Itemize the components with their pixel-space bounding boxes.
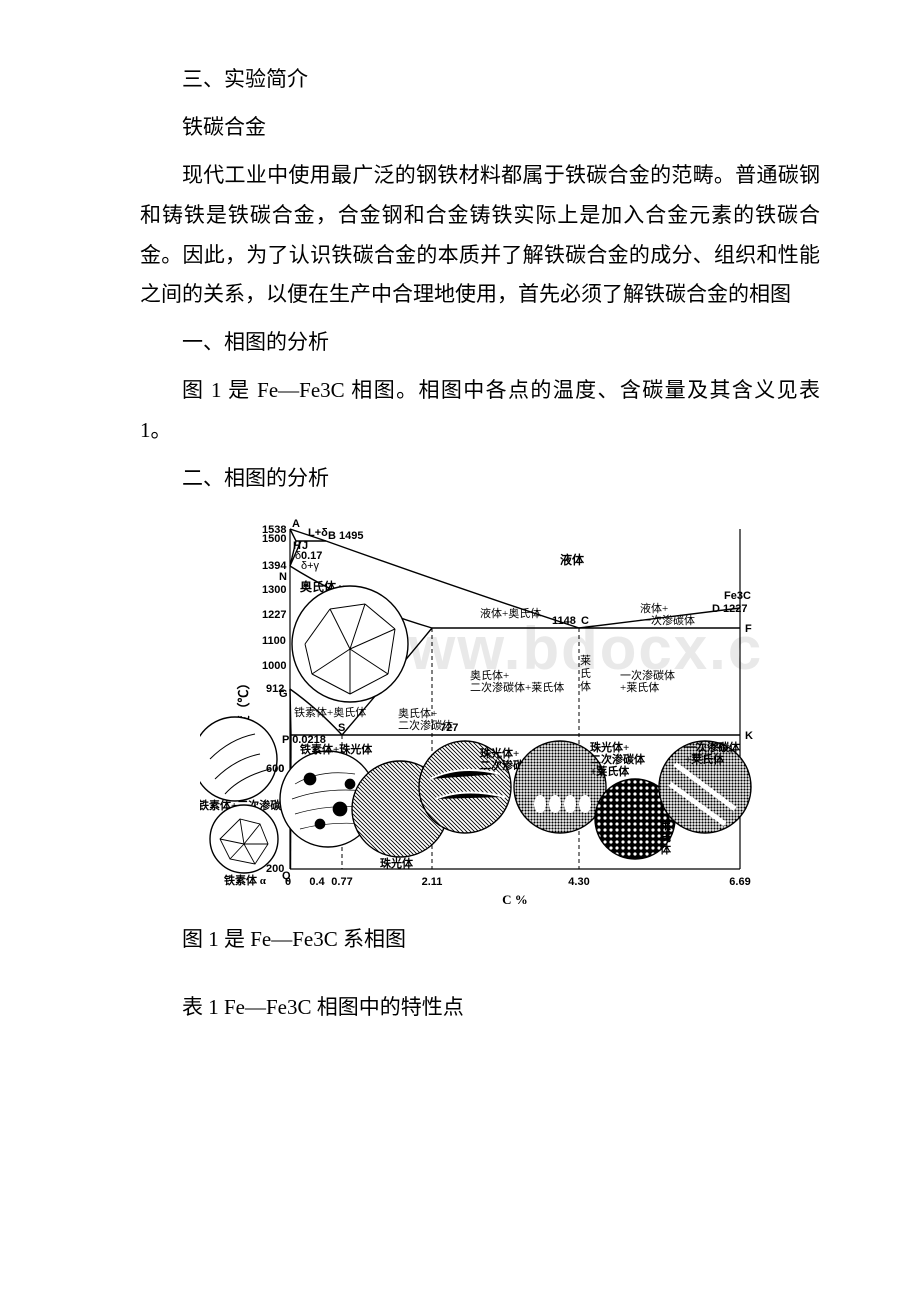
svg-text:体: 体: [580, 679, 591, 693]
svg-text:S: S: [338, 722, 345, 734]
heading-analysis-2: 二、相图的分析: [140, 459, 820, 499]
svg-text:液体+: 液体+: [640, 601, 668, 615]
svg-text:珠光体+: 珠光体+: [480, 746, 519, 760]
svg-text:体: 体: [660, 842, 672, 856]
svg-text:液体: 液体: [560, 552, 585, 567]
svg-text:1227: 1227: [262, 609, 286, 621]
svg-text:G: G: [279, 688, 288, 700]
svg-text:Q: Q: [282, 870, 291, 882]
body-fig-ref: 图 1 是 Fe—Fe3C 相图。相图中各点的温度、含碳量及其含义见表 1。: [140, 371, 820, 451]
svg-text:B 1495: B 1495: [328, 530, 363, 542]
svg-text:2.11: 2.11: [422, 876, 443, 888]
svg-text:+莱氏体: +莱氏体: [590, 764, 630, 778]
body-intro: 现代工业中使用最广泛的钢铁材料都属于铁碳合金的范畴。普通碳钢和铸铁是铁碳合金，合…: [140, 156, 820, 316]
svg-text:+莱氏体: +莱氏体: [620, 680, 659, 694]
svg-text:铁素体 α: 铁素体 α: [224, 873, 267, 887]
svg-text:铁素体+奥氏体: 铁素体+奥氏体: [294, 705, 366, 719]
svg-text:K: K: [745, 730, 753, 742]
svg-text:1500: 1500: [262, 533, 286, 545]
svg-text:奥氏体+: 奥氏体+: [470, 668, 509, 682]
svg-text:氏: 氏: [660, 830, 671, 844]
svg-text:铁素体+珠光体: 铁素体+珠光体: [300, 742, 373, 756]
heading-section-3: 三、实验简介: [140, 60, 820, 100]
svg-text:C: C: [581, 615, 589, 627]
svg-text:D 1227: D 1227: [712, 603, 747, 615]
svg-text:奥氏体+: 奥氏体+: [398, 706, 437, 720]
svg-text:4.30: 4.30: [568, 876, 589, 888]
svg-text:F: F: [745, 623, 752, 635]
svg-text:Fe3C: Fe3C: [724, 590, 751, 602]
svg-text:1100: 1100: [262, 635, 286, 647]
svg-text:一次渗碳体: 一次渗碳体: [640, 613, 695, 627]
svg-text:珠光体: 珠光体: [380, 856, 414, 870]
svg-text:0.77: 0.77: [331, 876, 352, 888]
svg-text:莱: 莱: [660, 818, 671, 832]
svg-text:氏: 氏: [580, 667, 591, 680]
x-axis-ticks: 0 0.4 0.77 2.11 4.30 6.69: [285, 876, 751, 888]
table-caption: 表 1 Fe—Fe3C 相图中的特性点: [140, 988, 820, 1028]
svg-text:A: A: [292, 518, 300, 530]
svg-text:珠光体+: 珠光体+: [590, 740, 629, 754]
svg-text:1148: 1148: [552, 615, 576, 627]
svg-text:1000: 1000: [262, 660, 286, 672]
phase-diagram-figure: www.bdocx.com 1538 1500 1394 1300 1227 1…: [200, 509, 760, 909]
page: 三、实验简介 铁碳合金 现代工业中使用最广泛的钢铁材料都属于铁碳合金的范畴。普通…: [0, 0, 920, 1116]
svg-text:0.4: 0.4: [309, 876, 325, 888]
svg-text:二次渗碳体+莱氏体: 二次渗碳体+莱氏体: [470, 680, 564, 694]
x-axis-title: C %: [502, 892, 528, 907]
figure-container: www.bdocx.com 1538 1500 1394 1300 1227 1…: [140, 509, 820, 914]
svg-text:L+δ: L+δ: [308, 527, 328, 539]
svg-text:6.69: 6.69: [729, 876, 750, 888]
heading-analysis-1: 一、相图的分析: [140, 323, 820, 363]
heading-alloy: 铁碳合金: [140, 108, 820, 148]
svg-text:二次渗碳体: 二次渗碳体: [590, 752, 646, 766]
svg-text:+莱氏体: +莱氏体: [685, 752, 725, 766]
figure-caption: 图 1 是 Fe—Fe3C 系相图: [140, 920, 820, 960]
svg-text:莱: 莱: [580, 654, 591, 667]
svg-text:600: 600: [266, 763, 284, 775]
svg-text:1300: 1300: [262, 584, 286, 596]
svg-text:二次渗碳体: 二次渗碳体: [398, 718, 453, 732]
svg-text:N: N: [279, 571, 287, 583]
svg-text:δ+γ: δ+γ: [301, 560, 320, 572]
svg-text:一次渗碳体: 一次渗碳体: [620, 668, 675, 682]
svg-text:一次渗碳体: 一次渗碳体: [685, 740, 741, 754]
svg-text:液体+奥氏体: 液体+奥氏体: [480, 606, 541, 620]
